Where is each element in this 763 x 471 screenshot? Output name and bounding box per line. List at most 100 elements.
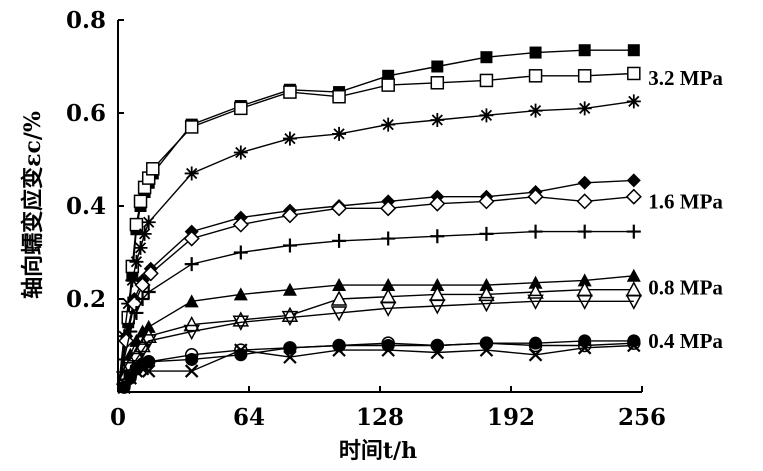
data-point: [528, 348, 543, 362]
data-point: [133, 240, 148, 255]
data-point: [283, 341, 297, 355]
data-point: [234, 101, 248, 116]
data-point: [141, 285, 156, 300]
data-point: [282, 131, 297, 146]
data-point: [183, 230, 200, 247]
data-point: [430, 278, 445, 292]
data-point: [627, 336, 641, 350]
data-point: [576, 193, 593, 210]
data-point: [479, 108, 494, 123]
data-point: [577, 338, 592, 353]
data-point: [283, 350, 297, 364]
data-point: [137, 226, 152, 241]
x-tick-label: 64: [233, 404, 265, 431]
data-point: [528, 103, 543, 118]
labels-layer: 时间t/h 轴向蠕变应变εc/% 3.2 MPa 1.6 MPa 0.8 MPa 0.…: [20, 66, 723, 464]
data-point: [381, 117, 396, 132]
x-axis-title: 时间t/h: [339, 438, 417, 464]
data-point: [332, 343, 346, 357]
data-point: [381, 78, 395, 92]
data-point: [141, 215, 156, 230]
data-point: [626, 268, 641, 282]
data-point: [381, 343, 395, 357]
axes: 0 64 128 192 256 0.2 0.4 0.6 0.8: [66, 7, 666, 431]
data-point: [577, 273, 592, 287]
data-point: [282, 238, 297, 253]
data-point: [331, 200, 348, 217]
data-point: [381, 278, 396, 292]
x-tick-label: 0: [110, 404, 126, 431]
series-filled-square: [117, 44, 640, 393]
data-point: [577, 69, 592, 83]
data-point: [123, 324, 138, 339]
data-point: [431, 60, 444, 73]
series-open-square: [117, 66, 641, 393]
series-layer: [115, 44, 643, 395]
data-point: [627, 66, 641, 81]
series-line: [117, 275, 634, 393]
data-point: [479, 278, 494, 292]
y-tick-label: 0.6: [66, 100, 106, 127]
pressure-annotation: 0.4 MPa: [648, 329, 723, 353]
data-point: [627, 338, 641, 353]
data-point: [332, 126, 347, 141]
data-point: [134, 343, 151, 359]
data-point: [528, 69, 543, 83]
data-point: [183, 315, 200, 332]
data-point: [528, 338, 543, 353]
data-point: [528, 224, 543, 239]
series-open-circle: [117, 336, 641, 393]
pressure-annotation: 3.2 MPa: [648, 66, 723, 90]
y-tick-label: 0.8: [66, 7, 106, 34]
data-point: [479, 343, 494, 357]
data-point: [527, 188, 544, 205]
data-point: [129, 305, 144, 320]
data-point: [528, 275, 543, 289]
data-point: [330, 306, 348, 322]
data-point: [330, 290, 348, 306]
series-cross: [117, 338, 641, 395]
data-point: [232, 315, 250, 331]
data-point: [332, 89, 346, 104]
data-point: [625, 188, 642, 205]
series-open-diamond: [117, 188, 642, 393]
data-point: [578, 44, 591, 57]
data-point: [479, 226, 494, 241]
data-point: [430, 76, 445, 90]
data-point: [184, 294, 199, 308]
data-point: [142, 265, 159, 282]
data-point: [577, 101, 592, 116]
data-point: [529, 336, 543, 350]
data-point: [430, 229, 445, 244]
y-tick-label: 0.2: [66, 286, 106, 313]
data-point: [234, 343, 248, 357]
series-asterisk: [117, 94, 641, 393]
data-point: [184, 348, 199, 362]
data-point: [381, 231, 396, 246]
series-line: [117, 230, 634, 393]
data-point: [184, 120, 199, 134]
data-point: [626, 224, 641, 239]
data-point: [577, 224, 592, 239]
data-point: [529, 46, 542, 59]
data-point: [184, 364, 199, 378]
data-point: [233, 287, 248, 301]
data-point: [141, 319, 156, 333]
x-tick-label: 256: [618, 404, 666, 431]
data-point: [233, 245, 248, 260]
data-point: [281, 310, 299, 327]
data-point: [141, 364, 156, 378]
data-point: [478, 193, 495, 210]
data-point: [183, 324, 200, 341]
data-point: [282, 282, 297, 296]
data-point: [429, 195, 446, 212]
data-point: [627, 44, 640, 57]
y-axis-title: 轴向蠕变应变εc/%: [20, 111, 46, 299]
data-point: [233, 145, 248, 160]
pressure-annotation: 1.6 MPa: [648, 189, 723, 213]
series-line: [117, 100, 634, 393]
data-point: [141, 355, 156, 369]
data-point: [140, 334, 157, 350]
data-point: [332, 278, 347, 292]
